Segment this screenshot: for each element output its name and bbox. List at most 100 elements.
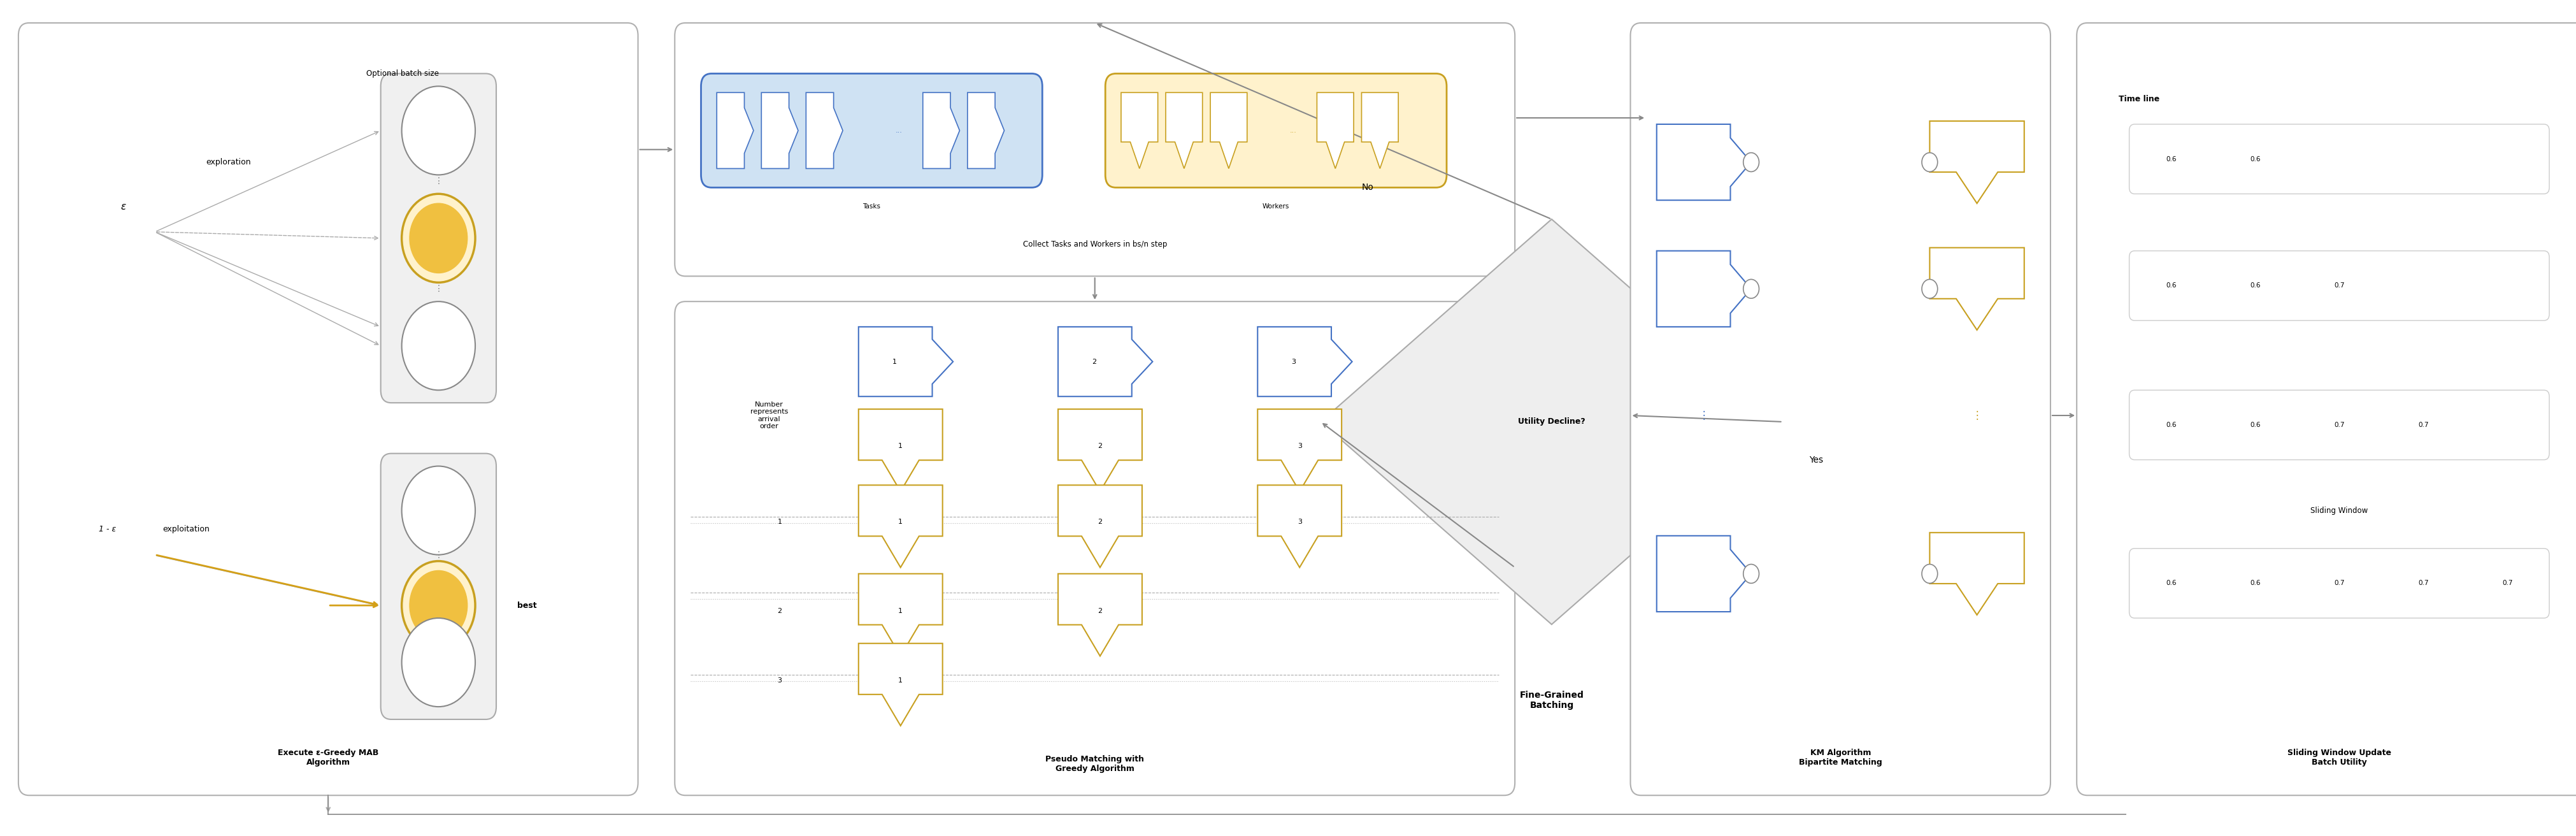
Text: 0.6: 0.6 [2166, 422, 2177, 428]
Text: KM Algorithm
Bipartite Matching: KM Algorithm Bipartite Matching [1798, 748, 1883, 767]
Text: 0.6: 0.6 [2249, 283, 2262, 289]
Text: 0.6: 0.6 [2166, 155, 2177, 162]
Polygon shape [858, 644, 943, 726]
Polygon shape [1059, 327, 1151, 396]
Polygon shape [762, 93, 799, 169]
Text: 0.6: 0.6 [2249, 155, 2262, 162]
Text: 3: 3 [1291, 359, 1296, 364]
Text: 2: 2 [1097, 519, 1103, 525]
Polygon shape [1929, 533, 2025, 615]
Circle shape [1744, 564, 1759, 584]
Circle shape [1922, 279, 1937, 298]
Text: 0.6: 0.6 [2166, 283, 2177, 289]
Text: 1: 1 [891, 359, 896, 364]
Text: ...: ... [896, 127, 902, 134]
FancyBboxPatch shape [1105, 74, 1448, 187]
FancyBboxPatch shape [18, 23, 639, 795]
Text: 1: 1 [899, 519, 902, 525]
Text: 1: 1 [899, 443, 902, 450]
Bar [2380, 125, 2465, 194]
Text: exploration: exploration [206, 158, 250, 166]
Circle shape [402, 302, 474, 390]
FancyBboxPatch shape [2130, 251, 2550, 320]
FancyBboxPatch shape [2130, 390, 2550, 460]
FancyBboxPatch shape [2130, 125, 2550, 194]
Polygon shape [1929, 247, 2025, 330]
Text: 0.7: 0.7 [2334, 283, 2344, 289]
Bar [2380, 548, 2465, 618]
Text: Sliding Window Update
Batch Utility: Sliding Window Update Batch Utility [2287, 748, 2391, 767]
Bar [2298, 125, 2380, 194]
Bar [2298, 390, 2380, 460]
Circle shape [402, 194, 474, 283]
Text: 3: 3 [778, 677, 783, 684]
Text: 0.7: 0.7 [2501, 580, 2512, 586]
Text: ...: ... [1291, 127, 1296, 134]
Circle shape [402, 86, 474, 175]
Text: 1: 1 [899, 608, 902, 614]
Polygon shape [1656, 536, 1752, 612]
Text: ⋮: ⋮ [1971, 410, 1984, 421]
Polygon shape [1929, 121, 2025, 203]
Circle shape [1744, 279, 1759, 298]
Polygon shape [1257, 327, 1352, 396]
Polygon shape [969, 93, 1005, 169]
Bar [2465, 251, 2550, 320]
Text: Time line: Time line [2117, 94, 2159, 103]
Text: 1: 1 [899, 677, 902, 684]
Text: 0.7: 0.7 [2334, 422, 2344, 428]
Text: Pseudo Matching with
Greedy Algorithm: Pseudo Matching with Greedy Algorithm [1046, 755, 1144, 772]
Circle shape [410, 203, 466, 273]
Text: 0.6: 0.6 [2249, 422, 2262, 428]
Polygon shape [1363, 93, 1399, 169]
Polygon shape [1321, 219, 1783, 624]
Bar [2213, 548, 2298, 618]
Text: ⋮: ⋮ [433, 176, 443, 186]
Polygon shape [806, 93, 842, 169]
FancyBboxPatch shape [381, 74, 497, 403]
Polygon shape [1656, 251, 1752, 327]
Bar [2465, 390, 2550, 460]
Text: exploitation: exploitation [162, 525, 211, 533]
Bar [2130, 390, 2213, 460]
Polygon shape [716, 93, 755, 169]
FancyBboxPatch shape [381, 453, 497, 720]
Polygon shape [922, 93, 961, 169]
Text: 1: 1 [778, 519, 783, 525]
Polygon shape [1059, 485, 1141, 568]
Circle shape [402, 561, 474, 650]
Bar [2465, 548, 2550, 618]
Text: 0.6: 0.6 [2166, 580, 2177, 586]
Bar [2213, 390, 2298, 460]
Text: 1 - ε: 1 - ε [98, 525, 116, 533]
Bar [2298, 390, 2465, 460]
Text: 0.6: 0.6 [2249, 580, 2262, 586]
FancyBboxPatch shape [675, 302, 1515, 795]
Polygon shape [1656, 125, 1752, 200]
Bar [2298, 548, 2380, 618]
Bar [2213, 125, 2298, 194]
Polygon shape [1257, 485, 1342, 568]
Text: 3: 3 [1298, 519, 1301, 525]
Circle shape [1922, 564, 1937, 584]
Bar [2298, 251, 2380, 320]
Text: Execute ε-Greedy MAB
Algorithm: Execute ε-Greedy MAB Algorithm [278, 748, 379, 767]
Bar [2130, 251, 2213, 320]
Text: ⋮: ⋮ [1698, 410, 1710, 421]
Bar [2130, 125, 2298, 194]
Text: Yes: Yes [1808, 456, 1824, 464]
Text: 0.7: 0.7 [2419, 422, 2429, 428]
FancyBboxPatch shape [675, 23, 1515, 276]
Circle shape [1744, 153, 1759, 171]
Text: 3: 3 [1298, 443, 1301, 450]
Text: 2: 2 [778, 608, 783, 614]
Text: Fine-Grained
Batching: Fine-Grained Batching [1520, 691, 1584, 710]
Polygon shape [858, 573, 943, 656]
Polygon shape [858, 409, 943, 492]
Text: Utility Decline?: Utility Decline? [1517, 418, 1584, 426]
Polygon shape [1059, 409, 1141, 492]
Text: ⋮: ⋮ [433, 284, 443, 293]
Polygon shape [1167, 93, 1203, 169]
Text: 0.7: 0.7 [2334, 580, 2344, 586]
Bar [2130, 125, 2213, 194]
